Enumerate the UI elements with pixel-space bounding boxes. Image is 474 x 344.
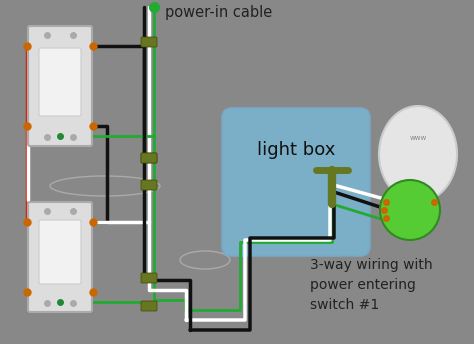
FancyBboxPatch shape	[39, 48, 81, 116]
FancyBboxPatch shape	[222, 108, 370, 256]
FancyBboxPatch shape	[28, 26, 92, 146]
FancyBboxPatch shape	[39, 220, 81, 284]
FancyBboxPatch shape	[141, 153, 157, 163]
Circle shape	[380, 180, 440, 240]
FancyBboxPatch shape	[141, 273, 157, 283]
Ellipse shape	[379, 106, 457, 202]
FancyBboxPatch shape	[141, 37, 157, 47]
FancyBboxPatch shape	[141, 180, 157, 190]
Text: 3-way wiring with: 3-way wiring with	[310, 258, 433, 272]
Text: power entering: power entering	[310, 278, 416, 292]
FancyBboxPatch shape	[407, 189, 429, 211]
FancyBboxPatch shape	[141, 301, 157, 311]
Text: switch #1: switch #1	[310, 298, 379, 312]
Text: light box: light box	[257, 141, 335, 159]
Text: www: www	[410, 135, 427, 141]
FancyBboxPatch shape	[28, 202, 92, 312]
Text: power-in cable: power-in cable	[165, 4, 272, 20]
FancyBboxPatch shape	[141, 153, 157, 163]
